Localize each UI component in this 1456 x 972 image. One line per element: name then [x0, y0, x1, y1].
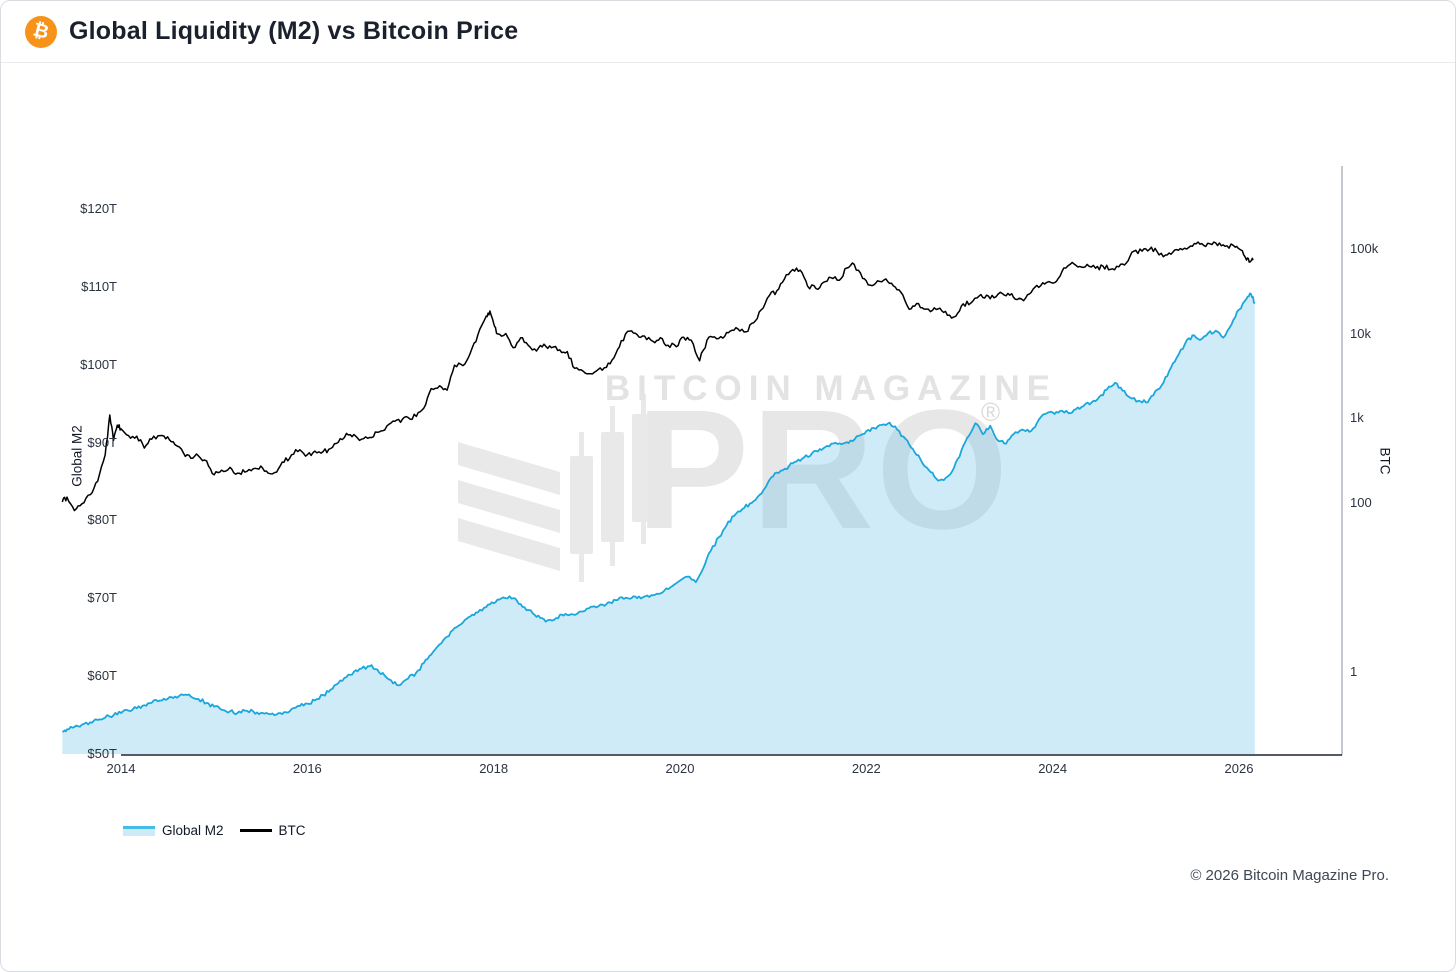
- left-axis-tick-110: $110T: [81, 278, 117, 294]
- copyright-text: © 2026 Bitcoin Magazine Pro.: [1190, 867, 1389, 884]
- left-axis-tick-80: $80T: [87, 512, 117, 528]
- x-axis-tick-2022: 2022: [851, 761, 881, 776]
- left-axis-tick-90: $90T: [87, 434, 117, 450]
- legend-label-global-m2: Global M2: [162, 823, 224, 838]
- global-m2-swatch-icon: [123, 825, 155, 836]
- x-axis-tick-2016: 2016: [292, 761, 322, 776]
- x-axis-tick-2026: 2026: [1224, 761, 1254, 776]
- left-axis-tick-120: $120T: [80, 201, 117, 216]
- legend-item-global-m2[interactable]: Global M2: [123, 823, 224, 838]
- x-axis-tick-2018: 2018: [479, 761, 509, 776]
- left-axis-title: Global M2: [69, 425, 85, 487]
- bitcoin-icon: ₿: [25, 15, 57, 48]
- left-axis-tick-70: $70T: [87, 590, 117, 606]
- watermark-text-pro: PRO: [636, 375, 1010, 565]
- right-axis-tick-10000: 10k: [1350, 325, 1371, 341]
- btc-swatch-icon: [239, 829, 272, 832]
- legend-label-btc: BTC: [278, 823, 306, 838]
- watermark-text-bitcoin-magazine: BITCOIN MAGAZINE: [605, 369, 1057, 408]
- legend-item-btc[interactable]: BTC: [239, 823, 306, 838]
- right-axis-tick-100: 100: [1350, 494, 1372, 510]
- right-axis-tick-1: 1: [1350, 664, 1358, 679]
- bitcoin-magazine-pro-logo-icon: [458, 394, 655, 582]
- right-axis-tick-1000: 1k: [1350, 410, 1364, 426]
- left-axis-tick-60: $60T: [87, 668, 117, 684]
- left-axis-tick-50: $50T: [87, 746, 117, 761]
- x-axis-tick-2020: 2020: [665, 761, 695, 776]
- btc-line: [61, 241, 1254, 512]
- x-axis-tick-2014: 2014: [106, 761, 136, 776]
- global-m2-line: [62, 292, 1256, 733]
- right-axis-title: BTC: [1377, 447, 1393, 475]
- chart-header: ₿ Global Liquidity (M2) vs Bitcoin Price: [1, 1, 1455, 63]
- x-axis-tick-2024: 2024: [1038, 761, 1068, 776]
- page-title: Global Liquidity (M2) vs Bitcoin Price: [69, 17, 519, 45]
- right-axis-tick-100000: 100k: [1350, 241, 1379, 256]
- global-m2-area: [62, 293, 1255, 754]
- left-axis-tick-100: $100T: [80, 356, 117, 372]
- watermark-registered-mark: ®: [981, 397, 1000, 427]
- legend: Global M2 BTC: [123, 823, 306, 838]
